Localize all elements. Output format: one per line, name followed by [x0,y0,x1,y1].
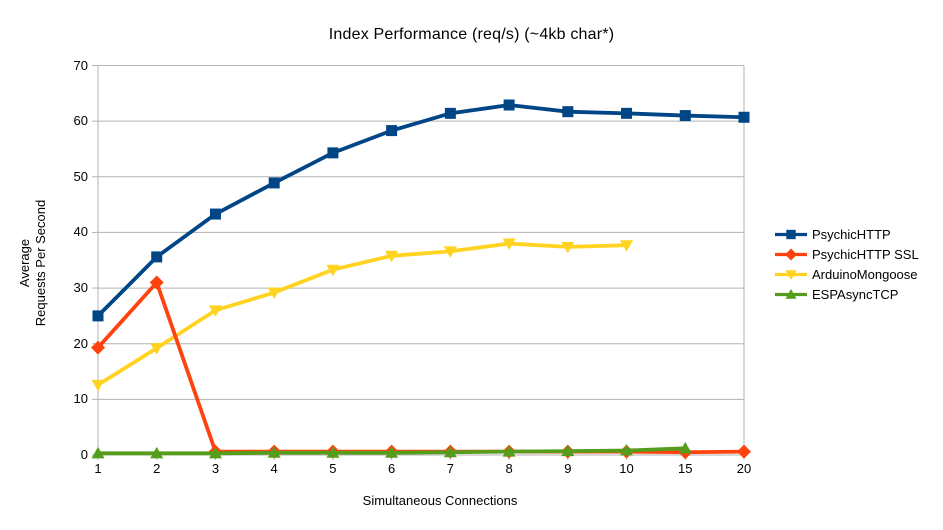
series-espasynctcp [91,441,692,459]
data-point-marker [327,147,339,159]
y-tick-label-40: 40 [73,224,88,240]
x-tick-label-5: 5 [329,461,337,476]
data-point-marker [385,446,399,458]
data-point-marker [678,441,692,454]
data-point-marker [562,106,574,118]
data-point-marker [209,208,221,220]
data-point-marker [326,446,340,458]
data-point-marker [208,305,222,317]
y-tick-label-50: 50 [73,168,88,184]
data-point-marker [620,444,634,456]
data-point-marker [737,444,751,459]
data-point-marker [444,107,456,119]
legend-marker-square-icon [775,229,807,239]
x-tick-label-3: 3 [211,461,220,476]
legend-marker-shape [785,269,797,280]
data-point-marker [621,107,633,119]
data-point-marker [150,343,164,355]
data-point-marker [150,446,164,459]
y-axis-title: Average Requests Per Second [17,118,49,408]
legend-marker-triangle-up-icon [775,288,807,299]
series-line [96,241,627,387]
data-point-marker [149,275,164,290]
legend-marker-shape [785,288,797,299]
legend-label: PsychicHTTP [812,226,891,242]
series-psychichttp [92,99,750,322]
data-point-marker [385,250,399,263]
data-point-marker [268,177,280,189]
y-tick-label-20: 20 [73,335,88,351]
data-point-marker [503,99,515,111]
x-tick-label-4: 4 [270,461,278,476]
data-point-marker [267,446,281,458]
x-tick-label-7: 7 [446,461,454,476]
y-tick-label-70: 70 [73,57,88,73]
data-point-marker [151,251,163,263]
legend-label: ESPAsyncTCP [812,286,899,302]
legend-marker-shape [785,248,797,260]
data-point-marker [502,238,516,251]
data-point-marker [91,446,105,459]
legend-item-psychichttp: PsychicHTTP [775,224,919,244]
data-point-marker [561,241,575,254]
x-tick-label-6: 6 [388,461,396,476]
series-arduinomongoose [91,238,634,392]
series-line [96,278,745,455]
x-tick-label-15: 15 [678,461,693,476]
data-point-marker [91,379,105,392]
data-point-marker [208,446,222,459]
series-line [96,103,745,318]
legend: PsychicHTTP PsychicHTTP SSL ArduinoMongoos… [775,224,919,304]
series-psychichttp-ssl [91,275,751,460]
y-axis-title-line2: Requests Per Second [33,199,48,327]
y-tick-label-0: 0 [80,447,88,462]
data-point-marker [679,110,691,122]
y-axis-title-line1: Average [17,238,32,288]
x-tick-label-2: 2 [153,461,161,476]
data-point-marker [738,111,750,123]
legend-label: PsychicHTTP SSL [812,246,919,262]
data-point-marker [502,445,516,457]
x-axis-title: Simultaneous Connections [362,493,518,508]
data-point-marker [443,246,457,258]
legend-marker-shape [786,229,796,239]
y-tick-label-60: 60 [73,113,88,129]
data-point-marker [386,125,398,137]
data-point-marker [326,264,340,277]
x-tick-label-1: 1 [94,461,102,476]
legend-label: ArduinoMongoose [812,266,918,282]
data-point-marker [91,340,105,355]
x-tick-label-9: 9 [564,461,572,476]
data-point-marker [267,287,281,300]
y-tick-label-10: 10 [73,391,88,407]
x-tick-label-8: 8 [505,461,513,476]
legend-marker-triangle-down-icon [775,269,807,280]
data-point-marker [92,310,104,322]
data-point-marker [620,240,634,252]
chart-title: Index Performance (req/s) (~4kb char*) [328,26,615,43]
x-tick-label-20: 20 [736,461,752,476]
legend-item-psychichttp-ssl: PsychicHTTP SSL [775,244,919,264]
data-point-marker [443,445,457,458]
data-point-marker [561,444,575,457]
x-tick-label-10: 10 [619,461,634,476]
y-tick-label-30: 30 [73,280,88,296]
legend-marker-diamond-icon [775,248,807,260]
legend-item-espasynctcp: ESPAsyncTCP [775,284,919,304]
legend-item-arduinomongoose: ArduinoMongoose [775,264,919,284]
